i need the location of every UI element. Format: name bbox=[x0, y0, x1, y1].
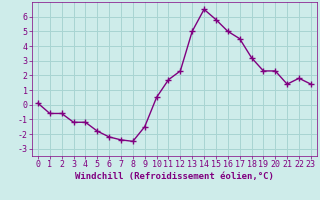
X-axis label: Windchill (Refroidissement éolien,°C): Windchill (Refroidissement éolien,°C) bbox=[75, 172, 274, 181]
